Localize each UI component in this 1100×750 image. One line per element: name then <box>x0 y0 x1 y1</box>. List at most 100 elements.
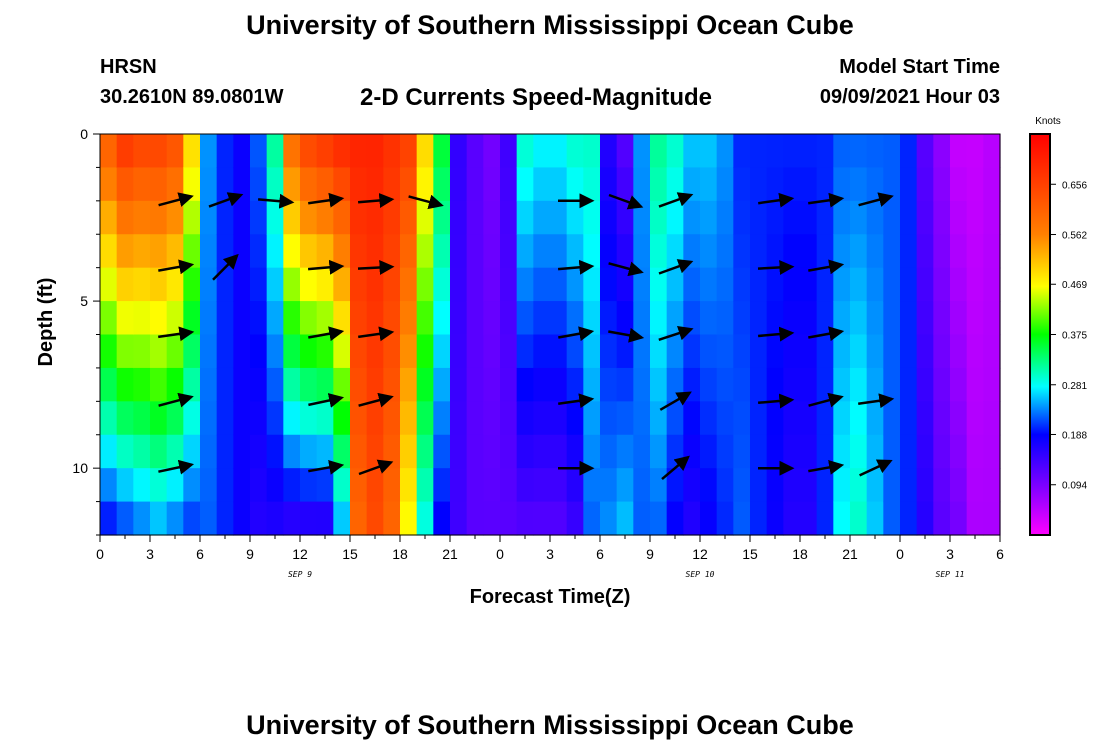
x-tick-label: 6 <box>196 546 204 562</box>
heatmap-cell <box>616 367 634 402</box>
heatmap-cell <box>416 501 434 536</box>
heatmap-cell <box>150 134 168 169</box>
current-vector <box>257 193 295 209</box>
heatmap-cell <box>966 134 984 169</box>
heatmap-cell <box>716 234 734 269</box>
heatmap-cell <box>683 200 701 235</box>
x-tick-label: 15 <box>342 546 358 562</box>
heatmap-cell <box>716 468 734 503</box>
heatmap-cell <box>466 334 484 369</box>
heatmap-cell <box>383 468 401 503</box>
heatmap-cell <box>350 501 368 536</box>
heatmap-cell <box>383 267 401 302</box>
heatmap-cell <box>933 134 951 169</box>
heatmap-cell <box>633 234 651 269</box>
heatmap-cell <box>400 301 418 336</box>
heatmap-cell <box>233 434 251 469</box>
heatmap-cell <box>766 468 784 503</box>
heatmap-cell <box>766 267 784 302</box>
heatmap-cell <box>433 234 451 269</box>
heatmap-cell <box>283 200 301 235</box>
heatmap-cell <box>183 234 201 269</box>
heatmap-cell <box>333 501 351 536</box>
current-vector <box>757 393 795 409</box>
heatmap-cell <box>383 401 401 436</box>
heatmap-cell <box>166 200 184 235</box>
heatmap-cell <box>850 401 868 436</box>
heatmap-cell <box>816 367 834 402</box>
heatmap-cell <box>183 401 201 436</box>
heatmap-cell <box>600 501 618 536</box>
heatmap-cell <box>966 234 984 269</box>
heatmap-cell <box>350 234 368 269</box>
heatmap-cell <box>950 167 968 202</box>
heatmap-cell <box>983 167 1001 202</box>
heatmap-cell <box>700 501 718 536</box>
heatmap-cell <box>516 167 534 202</box>
current-vector <box>308 326 345 342</box>
heatmap-cell <box>800 468 818 503</box>
x-tick-label: 6 <box>596 546 604 562</box>
heatmap-cell <box>533 401 551 436</box>
heatmap-cell <box>833 367 851 402</box>
heatmap-cell <box>716 200 734 235</box>
heatmap-cell <box>266 367 284 402</box>
heatmap-cell <box>100 501 118 536</box>
heatmap-cell <box>600 334 618 369</box>
x-tick-label: 18 <box>792 546 808 562</box>
heatmap-cell <box>166 501 184 536</box>
current-vector <box>808 392 844 408</box>
y-axis-label: Depth (ft) <box>35 278 57 367</box>
heatmap-cell <box>933 434 951 469</box>
heatmap-cell <box>533 334 551 369</box>
heatmap-cell <box>233 267 251 302</box>
heatmap-cell <box>316 468 334 503</box>
model-start-value: 09/09/2021 Hour 03 <box>819 86 1000 108</box>
heatmap-cell <box>916 301 934 336</box>
heatmap-cell <box>483 267 501 302</box>
heatmap-cell <box>233 367 251 402</box>
heatmap-cell <box>833 468 851 503</box>
heatmap-cell <box>383 301 401 336</box>
heatmap-cell <box>633 134 651 169</box>
heatmap-cell <box>883 234 901 269</box>
heatmap-cell <box>216 334 234 369</box>
heatmap-cell <box>916 401 934 436</box>
heatmap-cell <box>233 468 251 503</box>
heatmap-cell <box>916 167 934 202</box>
heatmap-cell <box>933 468 951 503</box>
heatmap-cell <box>716 501 734 536</box>
heatmap-cell <box>100 334 118 369</box>
heatmap-cell <box>950 367 968 402</box>
heatmap-cell <box>750 367 768 402</box>
heatmap-cell <box>400 267 418 302</box>
heatmap-cell <box>200 334 218 369</box>
heatmap-cell <box>183 367 201 402</box>
heatmap-cell <box>266 234 284 269</box>
x-tick-label: 3 <box>546 546 554 562</box>
heatmap-cell <box>750 334 768 369</box>
heatmap-cell <box>433 468 451 503</box>
heatmap-cell <box>966 434 984 469</box>
heatmap-cell <box>850 501 868 536</box>
heatmap-cell <box>166 134 184 169</box>
heatmap-cell <box>200 267 218 302</box>
heatmap-cell <box>566 234 584 269</box>
heatmap-cell <box>500 167 518 202</box>
heatmap-cell <box>383 200 401 235</box>
heatmap-cell <box>366 334 384 369</box>
heatmap-cell <box>900 501 918 536</box>
heatmap-cell <box>183 468 201 503</box>
heatmap-cell <box>650 134 668 169</box>
heatmap-cell <box>816 434 834 469</box>
heatmap-cell <box>350 434 368 469</box>
heatmap-cell <box>533 234 551 269</box>
heatmap-cell <box>433 134 451 169</box>
heatmap-cell <box>116 334 134 369</box>
heatmap-cell <box>866 367 884 402</box>
heatmap-cell <box>800 401 818 436</box>
heatmap-cell <box>166 167 184 202</box>
heatmap-cell <box>766 501 784 536</box>
heatmap-cell <box>383 234 401 269</box>
heatmap-cell <box>866 434 884 469</box>
